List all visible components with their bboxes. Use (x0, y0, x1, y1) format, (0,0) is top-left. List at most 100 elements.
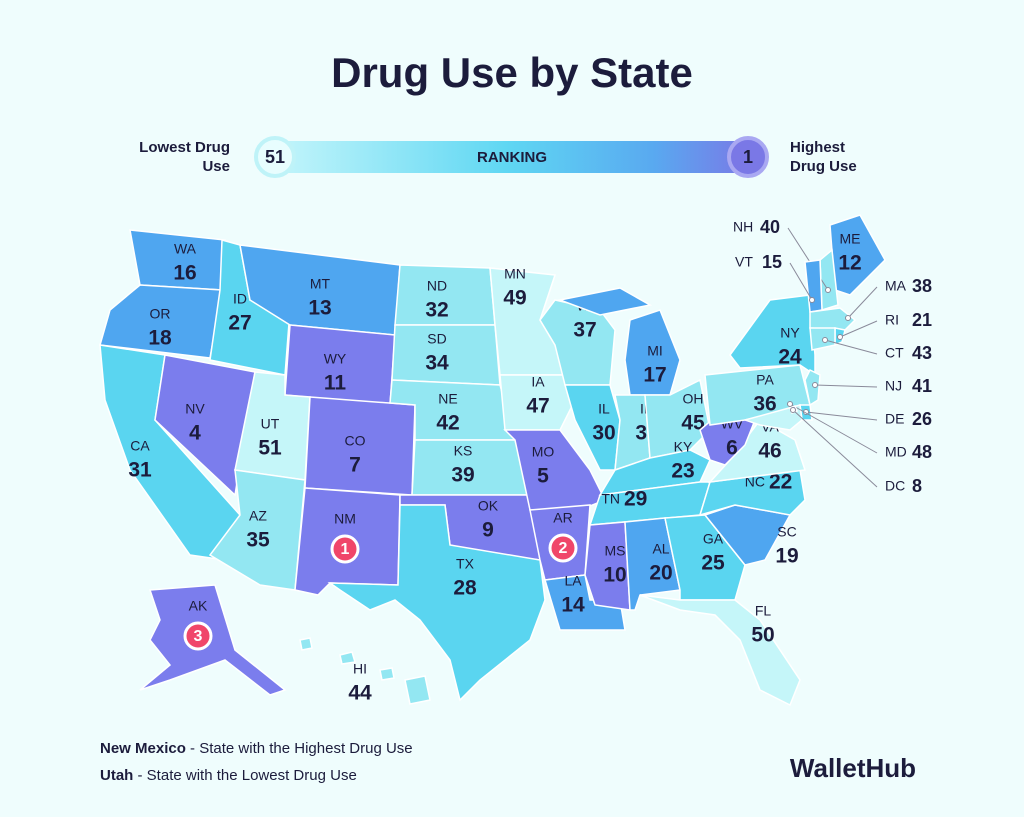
ranking-label: RANKING (477, 149, 547, 166)
state-abbr: NH (733, 219, 753, 235)
state-rank: 34 (425, 352, 449, 375)
state-abbr: MA (885, 278, 907, 294)
state-abbr: TN (601, 491, 620, 507)
callout-line (847, 286, 878, 319)
state-rank: 51 (258, 437, 282, 460)
callout-dot (809, 297, 815, 303)
note-text: - State with the Lowest Drug Use (137, 767, 357, 784)
state-abbr: CO (345, 433, 366, 449)
state-abbr: KS (454, 443, 473, 459)
state-rank: 37 (573, 319, 596, 342)
state-shape (154, 354, 256, 497)
state-rank: 29 (624, 488, 647, 511)
state-rank: 49 (503, 287, 526, 310)
high-rank-badge (727, 136, 769, 178)
state-abbr: OK (478, 498, 499, 514)
state-rank: 44 (348, 682, 372, 705)
state-abbr: IA (531, 374, 545, 390)
state-rank: 36 (753, 393, 776, 416)
state-shape (729, 294, 816, 377)
state-rank: 22 (769, 471, 792, 494)
state-rank: 1 (341, 541, 350, 558)
low-rank: 51 (265, 147, 285, 167)
state-rank: 26 (912, 409, 932, 429)
state-rank: 7 (349, 454, 361, 477)
state-abbr: WY (324, 351, 347, 367)
state-rank: 24 (778, 346, 802, 369)
state-abbr: ND (427, 278, 447, 294)
state-abbr: MD (885, 444, 907, 460)
state-rank: 45 (681, 412, 705, 435)
state-rank: 31 (128, 459, 152, 482)
state-abbr: AL (652, 541, 669, 557)
state-abbr: SD (427, 331, 446, 347)
state-rank: 41 (912, 376, 932, 396)
state-rank: 18 (148, 327, 172, 350)
callout-line (824, 339, 878, 355)
state-shape (139, 584, 287, 696)
callout-line (839, 320, 878, 338)
state-abbr: MI (647, 343, 663, 359)
state-rank: 11 (324, 372, 347, 395)
state-rank: 47 (526, 395, 549, 418)
state-rank: 5 (537, 465, 549, 488)
state-rank: 12 (838, 252, 861, 275)
callout-line (814, 384, 878, 388)
state-rank: 10 (603, 564, 626, 587)
state-rank: 32 (425, 299, 448, 322)
note: New Mexico - State with the Highest Drug… (100, 740, 413, 757)
state-rank: 39 (451, 464, 474, 487)
state-rank: 3 (194, 628, 203, 645)
state-abbr: CA (130, 438, 150, 454)
state-abbr: DC (885, 478, 905, 494)
callout-line (792, 409, 878, 488)
state-rank: 40 (760, 217, 780, 237)
state-abbr: NM (334, 511, 356, 527)
state-abbr: MO (532, 444, 555, 460)
callout-line (789, 262, 813, 301)
state-abbr: HI (353, 661, 367, 677)
state-abbr: KY (674, 439, 693, 455)
callout-dot (787, 401, 793, 407)
state-abbr: OR (150, 306, 171, 322)
state-abbr: AK (189, 598, 208, 614)
state-rank: 2 (559, 540, 568, 557)
state-abbr: AZ (249, 508, 267, 524)
top-rank-badge (548, 533, 578, 563)
state-abbr: IL (598, 401, 610, 417)
title: Drug Use by State (331, 49, 693, 96)
state-rank: 8 (912, 476, 922, 496)
note-text: - State with the Highest Drug Use (190, 740, 413, 757)
state-shape (499, 374, 576, 431)
state-shape (379, 667, 395, 681)
callout-line (805, 411, 878, 421)
state-shape (557, 287, 653, 316)
state-abbr: OH (683, 391, 704, 407)
state-rank: 43 (912, 343, 932, 363)
state-rank: 38 (912, 276, 932, 296)
state-abbr: LA (564, 573, 582, 589)
state-abbr: UT (261, 416, 280, 432)
state-rank: 42 (436, 412, 459, 435)
state-rank: 48 (912, 442, 932, 462)
state-abbr: AR (553, 510, 572, 526)
low-rank-badge (254, 136, 296, 178)
state-abbr: MS (605, 543, 626, 559)
state-rank: 46 (758, 440, 781, 463)
callout-dot (822, 337, 828, 343)
state-abbr: ID (233, 291, 247, 307)
ranking-bar (262, 141, 752, 173)
state-rank: 23 (671, 460, 694, 483)
state-rank: 9 (482, 519, 494, 542)
state-abbr: MT (310, 276, 331, 292)
state-rank: 27 (228, 312, 251, 335)
state-rank: 25 (701, 552, 725, 575)
state-rank: 19 (775, 545, 798, 568)
state-shape (339, 651, 356, 665)
state-shape (299, 637, 313, 651)
state-rank: 20 (649, 562, 672, 585)
state-shape (208, 469, 306, 591)
